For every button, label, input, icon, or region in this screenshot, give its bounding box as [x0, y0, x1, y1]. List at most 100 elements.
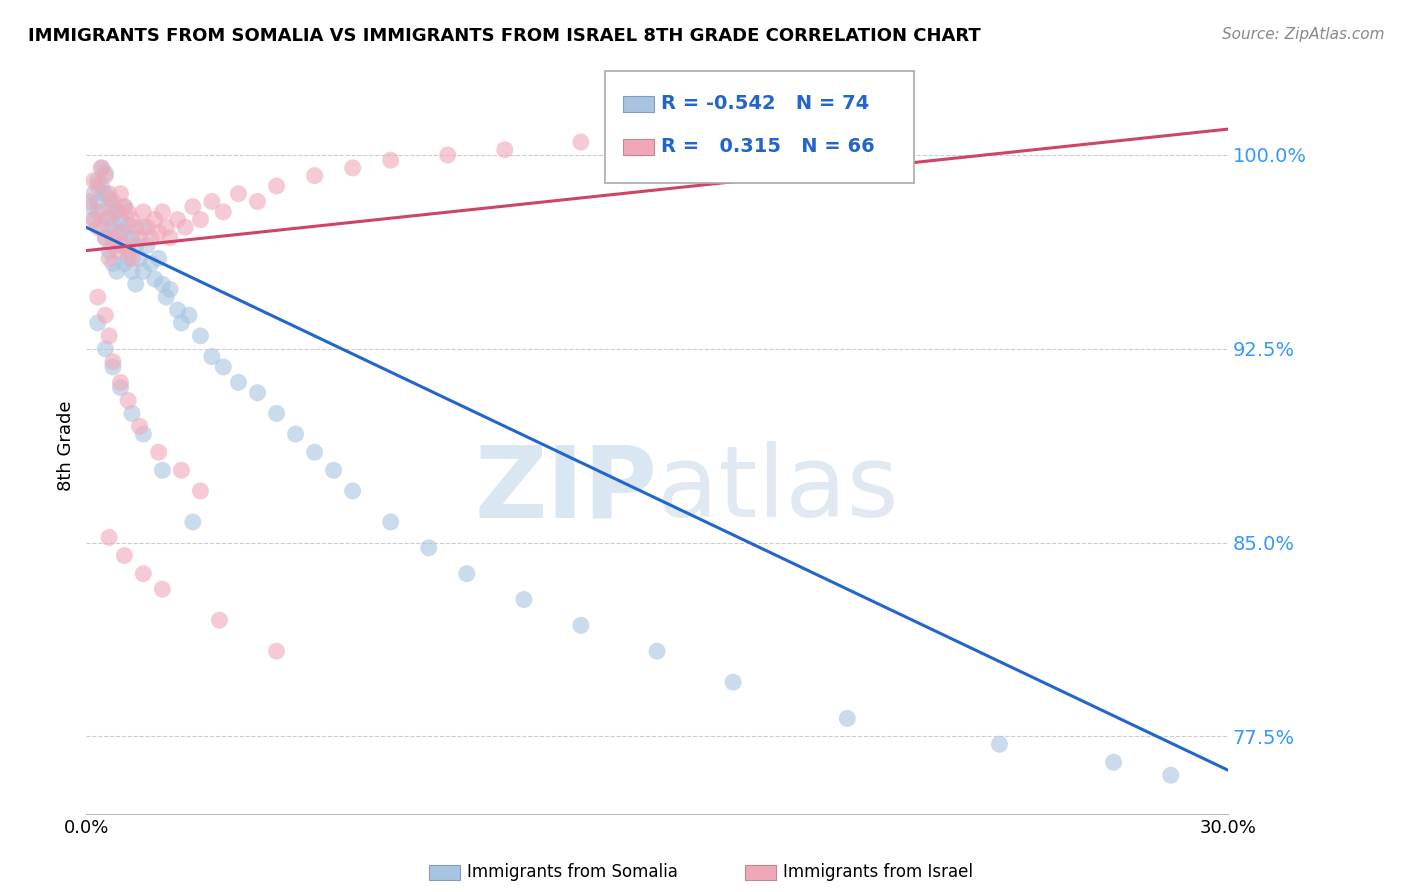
Point: [94, 169, 117, 183]
Text: Immigrants from Israel: Immigrants from Israel: [783, 863, 973, 881]
Point: [98, 192, 121, 206]
Point: [645, 128, 668, 142]
Point: [121, 252, 143, 266]
Point: [110, 212, 132, 227]
Point: [105, 264, 128, 278]
Point: [322, 463, 344, 477]
Point: [83, 174, 105, 188]
Point: [177, 308, 200, 322]
Point: [110, 186, 132, 201]
Point: [837, 711, 859, 725]
Point: [246, 385, 269, 400]
Point: [121, 406, 143, 420]
Point: [569, 135, 592, 149]
Point: [166, 212, 188, 227]
Point: [94, 166, 117, 180]
Point: [1102, 756, 1125, 770]
Point: [170, 463, 193, 477]
Point: [117, 393, 139, 408]
Text: Immigrants from Somalia: Immigrants from Somalia: [467, 863, 678, 881]
Point: [456, 566, 478, 581]
Point: [83, 212, 105, 227]
Point: [98, 244, 121, 258]
Point: [155, 290, 177, 304]
Point: [208, 613, 231, 627]
Point: [212, 359, 235, 374]
Point: [94, 308, 117, 322]
Point: [228, 186, 250, 201]
Point: [117, 204, 139, 219]
Point: [83, 186, 105, 201]
Point: [79, 194, 101, 209]
Point: [94, 230, 117, 244]
Point: [112, 256, 135, 270]
Point: [148, 252, 170, 266]
Point: [110, 238, 132, 252]
Point: [90, 220, 112, 235]
Point: [150, 582, 173, 596]
Point: [94, 186, 117, 201]
Point: [98, 186, 121, 201]
Point: [101, 256, 124, 270]
Point: [645, 644, 668, 658]
Point: [98, 329, 121, 343]
Point: [105, 226, 128, 240]
Point: [342, 161, 364, 175]
Point: [228, 376, 250, 390]
Point: [304, 169, 326, 183]
Point: [513, 592, 536, 607]
Point: [136, 220, 159, 235]
Point: [132, 220, 155, 235]
Point: [86, 174, 108, 188]
Point: [112, 200, 135, 214]
Point: [128, 230, 150, 244]
Point: [132, 264, 155, 278]
Point: [988, 737, 1011, 751]
Point: [79, 200, 101, 214]
Point: [436, 148, 458, 162]
Point: [94, 230, 117, 244]
Point: [128, 252, 150, 266]
Text: IMMIGRANTS FROM SOMALIA VS IMMIGRANTS FROM ISRAEL 8TH GRADE CORRELATION CHART: IMMIGRANTS FROM SOMALIA VS IMMIGRANTS FR…: [28, 27, 981, 45]
Point: [90, 179, 112, 194]
Point: [136, 238, 159, 252]
Point: [190, 483, 212, 498]
Point: [90, 204, 112, 219]
Point: [128, 419, 150, 434]
Point: [139, 256, 162, 270]
Text: Source: ZipAtlas.com: Source: ZipAtlas.com: [1222, 27, 1385, 42]
Point: [132, 427, 155, 442]
Point: [105, 204, 128, 219]
Point: [181, 515, 204, 529]
Point: [83, 212, 105, 227]
Point: [174, 220, 197, 235]
Point: [181, 200, 204, 214]
Point: [284, 427, 307, 442]
Point: [101, 200, 124, 214]
Point: [1160, 768, 1182, 782]
Point: [150, 277, 173, 292]
Point: [112, 238, 135, 252]
Point: [125, 277, 148, 292]
Point: [148, 445, 170, 459]
Point: [201, 350, 224, 364]
Point: [212, 204, 235, 219]
Point: [98, 252, 121, 266]
Text: atlas: atlas: [657, 442, 898, 539]
Point: [418, 541, 440, 555]
Point: [101, 355, 124, 369]
Point: [170, 316, 193, 330]
Point: [101, 230, 124, 244]
Point: [86, 316, 108, 330]
Point: [190, 212, 212, 227]
Point: [117, 252, 139, 266]
Text: R = -0.542   N = 74: R = -0.542 N = 74: [661, 94, 869, 113]
Point: [125, 238, 148, 252]
Point: [132, 566, 155, 581]
Point: [105, 244, 128, 258]
Point: [110, 226, 132, 240]
Point: [150, 463, 173, 477]
Point: [166, 303, 188, 318]
Point: [721, 675, 744, 690]
Point: [155, 220, 177, 235]
